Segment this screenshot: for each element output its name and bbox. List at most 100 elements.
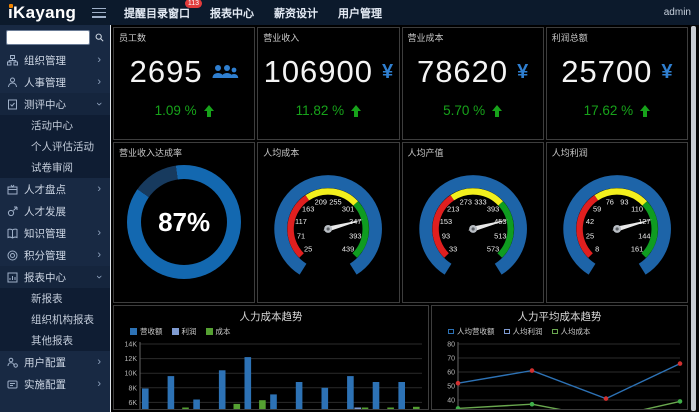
svg-text:110: 110 — [631, 204, 643, 213]
donut-gauge: 87% — [127, 165, 242, 279]
org-icon — [7, 54, 18, 65]
report-icon — [7, 272, 18, 282]
report-submenu: 新报表 组织机构报表 其他报表 — [0, 288, 110, 351]
sidebar-item-talent-development[interactable]: 人才发展 — [0, 200, 110, 222]
legend-item[interactable]: 人均利润 — [503, 326, 543, 337]
sidebar-item-implementation-config[interactable]: 实施配置 › — [0, 373, 110, 395]
clipboard-icon — [8, 99, 17, 109]
chevron-right-icon: › — [97, 356, 101, 368]
vertical-scrollbar[interactable] — [690, 25, 699, 412]
sidebar-item-org[interactable]: 组织管理 › — [0, 49, 110, 71]
notification-badge: 113 — [184, 0, 202, 8]
chevron-right-icon: › — [97, 378, 101, 390]
svg-text:60: 60 — [447, 370, 455, 377]
svg-text:573: 573 — [486, 244, 498, 253]
chart-legend: 人均营收额 人均利润 人均成本 — [448, 326, 687, 337]
sidebar-item-label: 积分管理 — [24, 249, 66, 262]
sidebar-item-hr[interactable]: 人事管理 › — [0, 71, 110, 93]
svg-text:42: 42 — [586, 217, 594, 226]
nav-item-users[interactable]: 用户管理 — [338, 7, 382, 20]
svg-text:393: 393 — [349, 232, 361, 241]
kpi-value: 78620 — [416, 54, 509, 89]
logo-i: ı — [8, 2, 14, 22]
sidebar-item-label: 人事管理 — [24, 76, 66, 89]
dashboard: 员工数 2695 1.09 % 营业收入 106900 — [110, 25, 690, 412]
sidebar-item-assessment[interactable]: 测评中心 › — [0, 93, 110, 115]
scrollbar-thumb[interactable] — [691, 26, 696, 411]
trend-up-icon — [351, 104, 362, 117]
svg-text:70: 70 — [447, 356, 455, 363]
sidebar-item-talent-review[interactable]: 人才盘点 › — [0, 178, 110, 200]
kpi-change: 5.70 % — [443, 103, 486, 118]
nav-item-reminder[interactable]: 提醒目录窗口 113 — [124, 0, 202, 21]
sidebar-subitem-paper-review[interactable]: 试卷审阅 — [31, 162, 73, 174]
logo-dot-icon — [9, 3, 13, 8]
svg-text:513: 513 — [494, 232, 506, 241]
sidebar-subitem-personal-evaluation[interactable]: 个人评估活动 — [31, 141, 94, 153]
bar-chart-card-hr-cost-trend: 人力成本趋势 营收额 利润 成本 14K12K10K8K6K4K — [113, 305, 429, 410]
speedometer-gauge: 3393153213273333393453513573 — [403, 157, 543, 295]
user-menu[interactable]: admin — [663, 7, 691, 18]
legend-item[interactable]: 营收额 — [130, 326, 163, 337]
top-menu: 提醒目录窗口 113 报表中心 薪资设计 用户管理 — [124, 0, 382, 21]
knowledge-icon — [7, 228, 18, 239]
svg-text:255: 255 — [330, 197, 342, 206]
trend-up-icon — [640, 104, 651, 117]
svg-text:10K: 10K — [125, 371, 138, 378]
chevron-right-icon: › — [97, 249, 101, 261]
hamburger-menu-icon[interactable] — [92, 7, 106, 18]
sidebar-subitem-activity-center[interactable]: 活动中心 — [31, 120, 73, 132]
chevron-down-icon: › — [93, 275, 106, 279]
yuan-symbol: ¥ — [517, 60, 529, 83]
nav-item-payroll[interactable]: 薪资设计 — [274, 7, 318, 20]
chevron-down-icon: › — [93, 102, 106, 106]
sidebar-search-input[interactable] — [6, 30, 90, 45]
chevron-right-icon: › — [97, 227, 101, 239]
kpi-card-cost: 营业成本 78620 ¥ 5.70 % — [401, 27, 544, 140]
sidebar-item-knowledge[interactable]: 知识管理 › — [0, 222, 110, 244]
kpi-title: 员工数 — [119, 33, 147, 43]
sidebar-item-report-center[interactable]: 报表中心 › — [0, 266, 110, 288]
settings-icon — [7, 380, 18, 388]
chevron-right-icon: › — [97, 183, 101, 195]
kpi-card-employees: 员工数 2695 1.09 % — [113, 27, 256, 140]
svg-text:76: 76 — [605, 197, 613, 206]
chart-title: 人均利润 — [551, 148, 588, 158]
svg-text:333: 333 — [474, 197, 486, 206]
sidebar-subitem-other-report[interactable]: 其他报表 — [31, 335, 73, 347]
legend-item[interactable]: 利润 — [171, 326, 197, 337]
gauge-card-output-per-capita: 人均产值 3393153213273333393453513573 — [401, 142, 544, 303]
growth-icon — [7, 206, 18, 216]
trend-up-icon — [492, 104, 503, 117]
chevron-right-icon: › — [97, 76, 101, 88]
svg-text:59: 59 — [593, 204, 601, 213]
legend-item[interactable]: 人均成本 — [551, 326, 591, 337]
svg-text:153: 153 — [439, 217, 451, 226]
sidebar: 组织管理 › 人事管理 › 测评中心 › 活动中心 个人评估活动 试卷审阅 人才… — [0, 25, 110, 412]
chart-title: 人力平均成本趋势 — [517, 311, 602, 323]
kpi-change: 11.82 % — [295, 103, 345, 118]
search-icon[interactable] — [95, 32, 104, 43]
legend-item[interactable]: 成本 — [205, 326, 231, 337]
kpi-title: 营业收入 — [263, 33, 300, 43]
legend-item[interactable]: 人均营收额 — [448, 326, 495, 337]
svg-text:161: 161 — [631, 244, 643, 253]
app-logo[interactable]: ı Kayang — [0, 3, 92, 23]
person-icon — [8, 77, 17, 87]
svg-text:93: 93 — [441, 232, 449, 241]
sidebar-item-label: 知识管理 — [24, 227, 66, 240]
sidebar-subitem-org-report[interactable]: 组织机构报表 — [31, 314, 94, 326]
speedometer-gauge: 2571117163209255301347393439 — [258, 157, 398, 295]
kpi-change: 17.62 % — [583, 103, 634, 118]
sidebar-subitem-new-report[interactable]: 新报表 — [31, 293, 63, 305]
chart-title: 人力成本趋势 — [239, 311, 303, 323]
svg-text:50: 50 — [447, 384, 455, 391]
svg-text:8: 8 — [595, 244, 599, 253]
sidebar-item-points[interactable]: 积分管理 › — [0, 244, 110, 266]
nav-item-reports[interactable]: 报表中心 — [210, 7, 254, 20]
gauge-card-cost-per-capita: 人均成本 2571117163209255301347393439 — [257, 142, 400, 303]
sidebar-item-user-config[interactable]: 用户配置 › — [0, 351, 110, 373]
svg-text:439: 439 — [342, 244, 354, 253]
yuan-symbol: ¥ — [382, 60, 394, 83]
